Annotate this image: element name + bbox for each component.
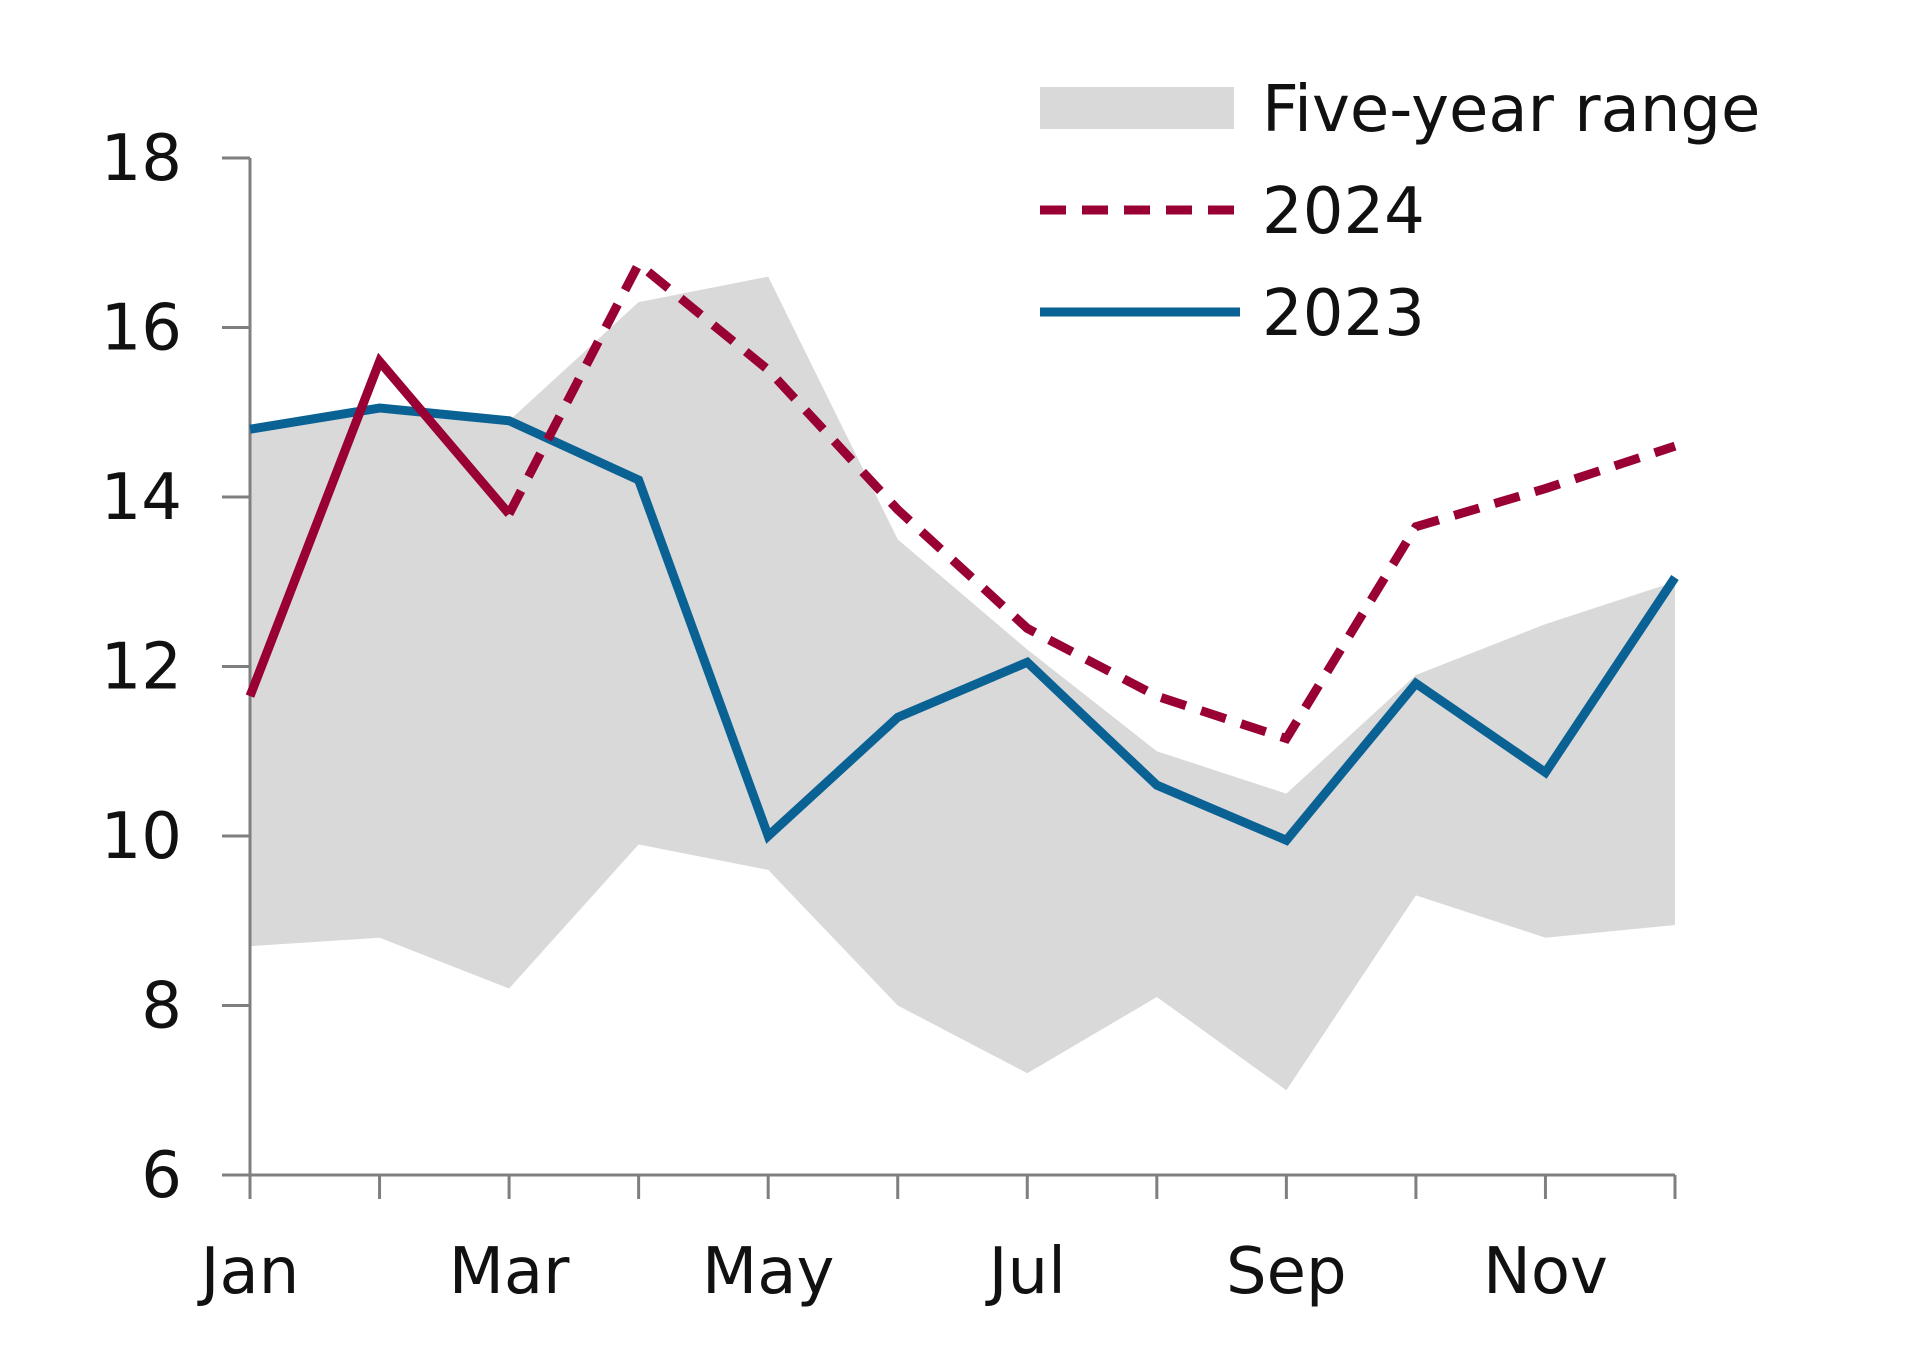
axes-layer: 6 8 10 12 14 16 18 Jan Mar May Jul Sep Nov (101, 122, 1677, 1309)
x-tick-label: Sep (1226, 1235, 1347, 1309)
legend-label-five-year-range: Five-year range (1262, 73, 1760, 147)
series-2024-dashed-line (505, 256, 1677, 744)
range-layer (250, 276, 1675, 1091)
x-tick-label: Jan (197, 1235, 300, 1309)
series-2024-solid-line (245, 352, 513, 698)
series-layer (245, 256, 1679, 846)
legend-label-2024: 2024 (1262, 175, 1425, 249)
x-tick-label: Mar (449, 1235, 570, 1309)
y-tick-label: 6 (141, 1139, 182, 1213)
y-tick-label: 12 (101, 631, 182, 705)
legend-label-2023: 2023 (1262, 277, 1425, 351)
x-tick-label: Nov (1483, 1235, 1608, 1309)
y-tick-label: 8 (141, 970, 182, 1044)
y-tick-label: 16 (101, 292, 182, 366)
legend: Five-year range 2024 2023 (1040, 73, 1760, 351)
five-year-range-band (250, 276, 1675, 1091)
x-tick-label: Jul (985, 1235, 1066, 1309)
y-tick-label: 14 (101, 461, 182, 535)
series-2023-line (249, 403, 1679, 846)
y-tick-label: 18 (101, 122, 182, 196)
x-tick-label: May (702, 1235, 834, 1309)
legend-swatch-five-year-range (1040, 87, 1234, 129)
y-tick-label: 10 (101, 800, 182, 874)
